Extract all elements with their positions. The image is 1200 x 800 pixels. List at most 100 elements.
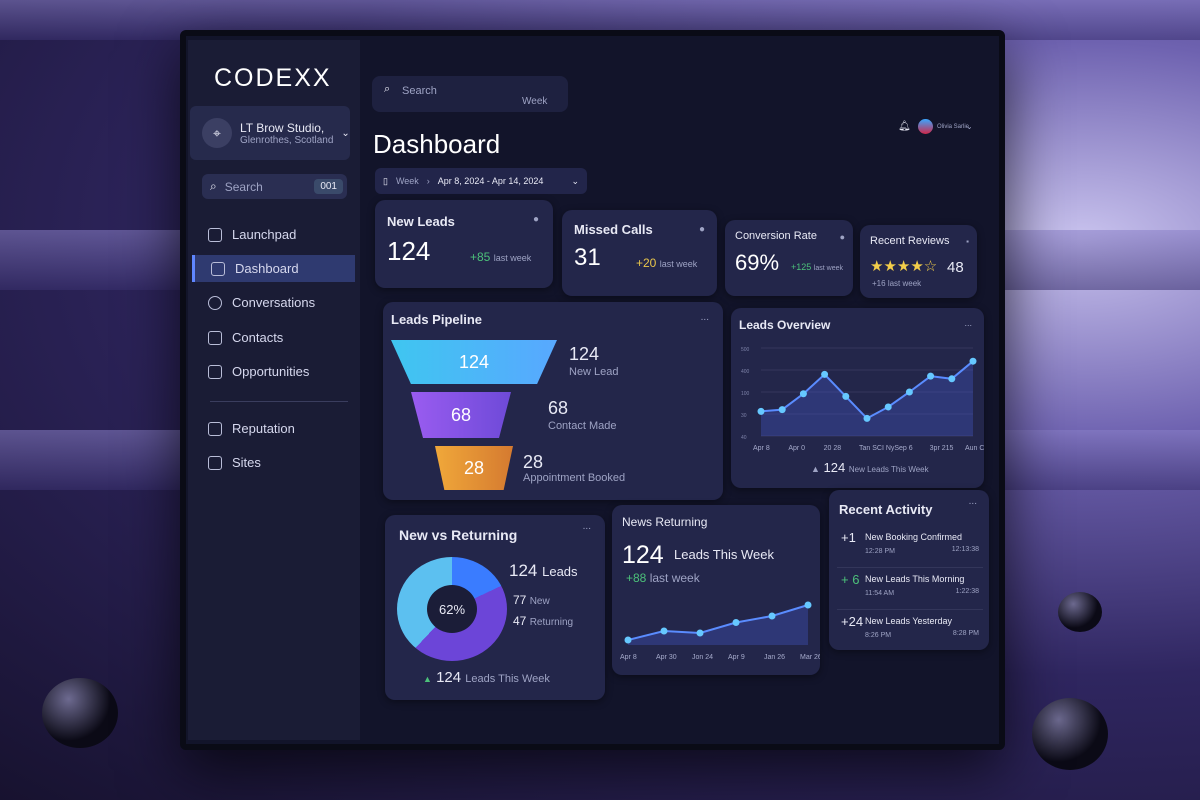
data-point[interactable] [842,392,850,400]
activity-time: 11:54 AM [865,590,895,597]
data-point[interactable] [821,370,829,378]
sidebar-divider [210,401,348,402]
stat-delta: +125 [791,262,812,272]
reputation-icon [208,421,222,436]
leads-value: 124 [622,541,664,569]
sidebar-item-opportunities[interactable]: Opportunities [192,358,355,385]
activity-count: + 6 [841,572,860,587]
contacts-icon [208,330,222,345]
data-point[interactable] [804,601,812,609]
funnel-stage-appointment-booked[interactable]: 28 [435,446,513,490]
info-icon[interactable]: ● [532,214,539,225]
new-vs-returning-card: New vs Returning ... 62% 124 Leads 77 Ne… [385,515,605,700]
data-point[interactable] [732,619,740,626]
stat-delta-label: last week [493,253,532,263]
more-menu-icon[interactable]: ... [582,521,591,532]
info-icon[interactable]: ● [839,232,845,242]
nav-label: Launchpad [232,227,297,242]
more-menu-icon[interactable]: ... [964,318,972,328]
data-point[interactable] [863,414,871,422]
sidebar-item-dashboard[interactable]: Dashboard [192,255,355,282]
chevron-down-icon: ⌄ [341,127,350,139]
search-badge[interactable]: 001 [314,179,343,194]
data-point[interactable] [927,372,935,380]
nav-label: Conversations [232,295,316,310]
user-name[interactable]: Olivia Sarlie [937,124,970,130]
stat-title: Conversion Rate [735,230,817,242]
activity-time: 12:28 PM [865,548,895,555]
data-point[interactable] [696,629,704,637]
stat-card-conversion-rate[interactable]: Conversion Rate ● 69% +125 last week [725,220,853,296]
sidebar-search-input[interactable]: Search [224,179,263,194]
data-point[interactable] [768,612,776,620]
sidebar-item-contacts[interactable]: Contacts [192,324,355,351]
stage-value: 28 [523,452,544,472]
stat-delta-label: last week [887,279,922,288]
data-point[interactable] [757,407,765,415]
new-label: New [529,596,550,607]
footer-value: 124 [436,669,462,686]
nav-label: Reputation [232,421,295,436]
x-tick-label: Sep 6 [894,445,912,452]
stat-card-recent-reviews[interactable]: Recent Reviews ▪ ★★★★☆ 48 +16 last week [860,225,977,298]
delta-value: +88 [626,571,647,585]
data-point[interactable] [884,403,892,411]
activity-item[interactable]: + 6 New Leads This Morning 11:54 AM 1:22… [837,570,983,610]
top-search-input[interactable]: Search [402,85,437,97]
info-icon[interactable]: ● [698,224,705,235]
location-switcher[interactable]: ⌖ LT Brow Studio, Glenrothes, Scotland ⌄ [190,106,350,160]
top-search[interactable]: ⌕ Search Week [372,76,568,112]
leads-label: Leads This Week [674,547,774,562]
data-point[interactable] [905,388,913,396]
activity-text: New Leads This Morning [865,574,965,584]
activity-time: 8:26 PM [865,632,892,639]
recent-activity-card: Recent Activity ... +1 New Booking Confi… [829,490,989,650]
data-point[interactable] [624,636,632,644]
logo: CODEXX [214,64,332,92]
card-title: Leads Pipeline [391,312,483,327]
stat-card-missed-calls[interactable]: Missed Calls ● 31 +20 last week [562,210,717,296]
series-line [627,604,809,641]
data-point[interactable] [660,627,668,635]
dashboard-icon [211,261,225,276]
range-dates: Apr 8, 2024 - Apr 14, 2024 [437,176,544,186]
x-tick-label: Apr 30 [656,654,677,661]
news-returning-card: News Returning 124 Leads This Week +88 l… [612,505,820,675]
sidebar-item-launchpad[interactable]: Launchpad [192,221,355,248]
x-tick-label: Apr 8 [620,654,637,661]
area-fill [628,605,808,645]
area-fill [761,361,973,436]
data-point[interactable] [969,357,977,365]
sidebar-item-conversations[interactable]: Conversations [192,289,355,316]
leads-overview-chart: 500 400 100 30 40 Apr 8 Apr 0 20 28 Tan SCI Ny Se… [741,347,984,452]
avatar[interactable] [918,119,933,134]
rocket-icon [208,227,222,242]
data-point[interactable] [778,406,786,414]
data-point[interactable] [799,390,807,398]
total-value: 124 [509,561,538,580]
activity-text: New Leads Yesterday [865,616,953,626]
activity-item[interactable]: +24 New Leads Yesterday 8:26 PM 8:28 PM [837,612,983,652]
bell-icon[interactable]: 🔔︎ [898,121,911,132]
x-tick-label: Tan SCI Ny [859,445,895,452]
stat-card-new-leads[interactable]: New Leads ● 124 +85 last week [375,200,553,288]
stage-value: 124 [569,344,600,364]
sidebar-item-reputation[interactable]: Reputation [192,415,355,442]
returning-value: 47 [513,614,527,628]
more-menu-icon[interactable]: ... [968,496,977,507]
chevron-down-icon[interactable]: ⌄ [966,122,973,131]
stage-label: New Lead [569,366,619,378]
sidebar-item-sites[interactable]: Sites [192,449,355,476]
stage-value: 68 [548,398,569,418]
more-menu-icon[interactable]: ... [700,312,709,323]
footer-label: Leads This Week [465,673,550,685]
data-point[interactable] [948,375,956,383]
lock-icon: ▪ [966,237,969,246]
funnel-stage-contact-made[interactable]: 68 [411,392,511,438]
date-range-picker[interactable]: ▯ Week › Apr 8, 2024 - Apr 14, 2024 ⌄ [375,168,587,194]
sidebar-search[interactable]: ⌕ Search 001 [202,174,347,199]
x-tick-label: Mar 26 [800,654,820,661]
funnel-stage-new-lead[interactable]: 124 [391,340,557,384]
period-select[interactable]: Week [522,96,548,107]
activity-item[interactable]: +1 New Booking Confirmed 12:28 PM 12:13:… [837,528,983,568]
